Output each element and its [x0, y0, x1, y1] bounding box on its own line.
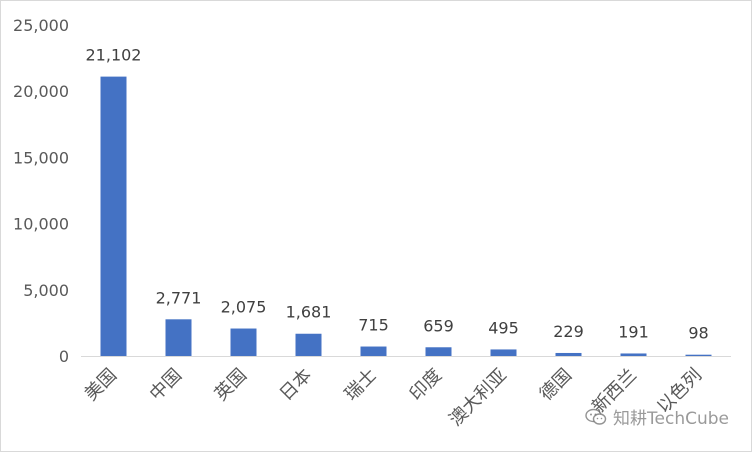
x-axis: 美国 中国 英国 日本 瑞士 印度 澳大利亚 德国 新西兰 以色列 [81, 365, 706, 431]
category-label: 美国 [81, 365, 121, 405]
bar [165, 319, 192, 356]
data-label: 229 [553, 322, 584, 341]
y-axis: 0 5,000 10,000 15,000 20,000 25,000 [13, 16, 69, 366]
category-label: 中国 [146, 365, 186, 405]
y-tick-label: 15,000 [13, 148, 69, 167]
bar [685, 354, 712, 356]
data-label: 1,681 [286, 303, 332, 322]
bar [295, 333, 322, 356]
data-labels: 21,102 2,771 2,075 1,681 715 659 495 229 191 98 [86, 46, 709, 343]
bar [100, 76, 127, 356]
category-label: 澳大利亚 [445, 365, 511, 431]
bar [555, 352, 582, 356]
bar [490, 349, 517, 356]
category-label: 新西兰 [588, 365, 641, 418]
bars [100, 76, 712, 356]
data-label: 191 [618, 322, 649, 341]
y-tick-label: 20,000 [13, 82, 69, 101]
data-label: 98 [688, 324, 708, 343]
y-tick-label: 0 [59, 347, 69, 366]
bar [360, 346, 387, 356]
data-label: 715 [358, 316, 389, 335]
data-label: 2,771 [156, 288, 202, 307]
y-tick-label: 10,000 [13, 215, 69, 234]
y-tick-label: 25,000 [13, 16, 69, 35]
data-label: 495 [488, 318, 519, 337]
bar [425, 347, 452, 356]
category-label: 德国 [536, 365, 576, 405]
bar [620, 353, 647, 356]
category-label: 印度 [406, 365, 446, 405]
y-tick-label: 5,000 [23, 281, 69, 300]
data-label: 659 [423, 316, 454, 335]
category-label: 英国 [211, 365, 251, 405]
category-label: 日本 [276, 365, 316, 405]
category-label: 瑞士 [341, 365, 381, 405]
data-label: 2,075 [221, 298, 267, 317]
data-label: 21,102 [86, 46, 142, 65]
bar [230, 328, 257, 356]
category-label: 以色列 [653, 365, 706, 418]
